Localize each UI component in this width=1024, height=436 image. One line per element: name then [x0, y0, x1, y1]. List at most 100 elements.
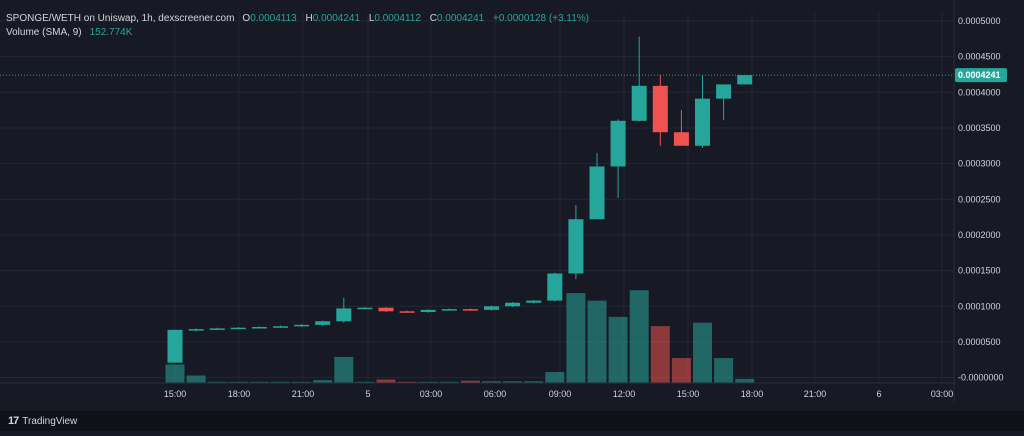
low-value: 0.0004112	[374, 13, 421, 24]
candle-body[interactable]	[568, 219, 584, 274]
y-tick-label: 0.0000500	[958, 337, 1001, 347]
x-tick-label: 21:00	[804, 389, 827, 399]
candle-body[interactable]	[294, 324, 310, 327]
volume-bar	[228, 381, 248, 383]
x-tick-label: 18:00	[741, 389, 764, 399]
volume-indicator-label[interactable]: Volume (SMA, 9)	[6, 27, 82, 38]
candle-body[interactable]	[484, 306, 499, 310]
volume-bar	[566, 293, 586, 383]
high-value: 0.0004241	[312, 13, 361, 24]
candle-body[interactable]	[737, 75, 753, 85]
x-tick-label: 09:00	[549, 389, 572, 399]
candle-body[interactable]	[378, 307, 394, 312]
y-tick-label: 0.0003500	[958, 123, 1001, 133]
candle-body[interactable]	[610, 120, 626, 167]
x-tick-label: 03:00	[420, 389, 443, 399]
volume-bar	[397, 381, 417, 383]
volume-bar	[355, 381, 375, 383]
ohlc-values: O0.0004113 H0.0004241 L0.0004112 C0.0004…	[242, 12, 589, 26]
volume-bar	[714, 358, 734, 383]
chart-footer: 17 TradingView	[0, 411, 1024, 431]
volume-bar	[629, 290, 649, 383]
volume-bar	[524, 381, 544, 383]
x-tick-label: 15:00	[677, 389, 700, 399]
volume-bar	[418, 381, 438, 383]
volume-bar	[608, 316, 628, 383]
candle-body[interactable]	[167, 329, 183, 363]
volume-bar	[503, 381, 523, 383]
open-label: O	[242, 13, 251, 24]
volume-bar	[460, 380, 480, 383]
candle-body[interactable]	[273, 326, 288, 328]
candle-body[interactable]	[547, 273, 563, 301]
candle-body[interactable]	[230, 327, 246, 330]
x-tick-label: 6	[876, 389, 881, 399]
x-tick-label: 18:00	[228, 389, 251, 399]
volume-bar	[482, 381, 501, 383]
candle-body[interactable]	[631, 85, 647, 121]
candle-body[interactable]	[420, 309, 436, 313]
last-price-badge	[955, 68, 1007, 83]
candle-body[interactable]	[209, 328, 225, 330]
volume-bar	[376, 379, 396, 383]
candle-body[interactable]	[336, 308, 352, 322]
close-value: 0.0004241	[436, 13, 485, 24]
volume-indicator-value: 152.774K	[89, 27, 133, 38]
volume-bar	[735, 378, 755, 383]
y-tick-label: -0.0000000	[958, 373, 1004, 383]
volume-bar	[545, 371, 565, 383]
volume-bar	[587, 300, 607, 383]
candle-body[interactable]	[251, 326, 267, 329]
symbol-title[interactable]: SPONGE/WETH on Uniswap, 1h, dexscreener.…	[6, 13, 235, 24]
candle-body[interactable]	[673, 132, 689, 146]
x-tick-label: 03:00	[931, 389, 954, 399]
chart-legend: SPONGE/WETH on Uniswap, 1h, dexscreener.…	[6, 12, 589, 40]
tradingview-logo-icon: 17	[8, 415, 19, 427]
candle-body[interactable]	[441, 309, 457, 311]
last-price-label: 0.0004241	[958, 70, 1001, 80]
tradingview-logo-text: TradingView	[22, 415, 78, 427]
candle-body[interactable]	[188, 329, 204, 331]
y-tick-label: 0.0004500	[958, 52, 1001, 62]
tradingview-logo[interactable]: 17 TradingView	[8, 415, 77, 427]
x-tick-label: 12:00	[613, 389, 636, 399]
candle-body[interactable]	[399, 311, 415, 313]
candle-body[interactable]	[589, 166, 605, 220]
candle-body[interactable]	[315, 321, 331, 325]
volume-bar	[249, 381, 269, 383]
x-tick-label: 5	[365, 389, 370, 399]
y-tick-label: 0.0001000	[958, 301, 1001, 311]
change-value: +0.0000128 (+3.11%)	[492, 13, 589, 24]
volume-bar	[334, 356, 354, 383]
y-tick-label: 0.0002500	[958, 194, 1001, 204]
y-tick-label: 0.0001500	[958, 266, 1001, 276]
candle-body[interactable]	[462, 309, 478, 311]
volume-bar	[186, 375, 206, 383]
low-label: L	[368, 13, 375, 24]
y-tick-label: 0.0002000	[958, 230, 1001, 240]
volume-bar	[650, 326, 670, 383]
volume-bar	[439, 381, 459, 383]
volume-bar	[292, 381, 312, 383]
x-tick-label: 06:00	[484, 389, 507, 399]
candle-body[interactable]	[357, 307, 373, 310]
x-tick-label: 15:00	[164, 389, 187, 399]
candle-body[interactable]	[695, 98, 710, 146]
volume-bar	[313, 380, 333, 383]
candle-body[interactable]	[716, 84, 732, 99]
x-tick-label: 21:00	[292, 389, 315, 399]
open-value: 0.0004113	[250, 13, 297, 24]
candle-body[interactable]	[505, 302, 521, 307]
y-tick-label: 0.0003000	[958, 159, 1001, 169]
y-tick-label: 0.0005000	[958, 16, 1001, 26]
candle-body[interactable]	[652, 85, 668, 133]
close-label: C	[429, 13, 437, 24]
y-tick-label: 0.0004000	[958, 87, 1001, 97]
volume-bar	[671, 358, 691, 383]
volume-bar	[165, 364, 185, 383]
volume-bar	[207, 381, 227, 383]
candle-body[interactable]	[526, 300, 542, 303]
high-label: H	[305, 13, 313, 24]
